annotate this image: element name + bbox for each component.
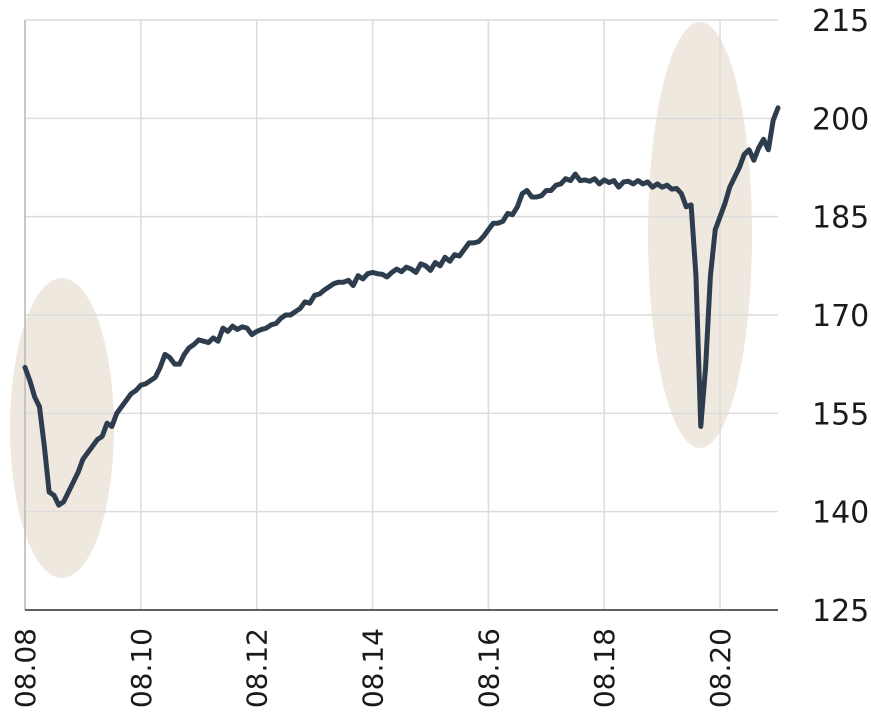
x-tick-label: 08.08 (9, 628, 42, 708)
x-tick-label: 08.18 (588, 628, 621, 708)
y-tick-label: 200 (812, 102, 869, 137)
x-tick-label: 08.10 (125, 628, 158, 708)
highlight (10, 278, 114, 578)
y-tick-label: 185 (812, 201, 869, 236)
series-line (22, 105, 781, 508)
x-tick-label: 08.14 (357, 628, 390, 708)
highlight (648, 22, 752, 448)
y-tick-label: 140 (812, 496, 869, 531)
x-tick-label: 08.12 (241, 628, 274, 708)
x-tick-label: 08.16 (472, 628, 505, 708)
y-tick-label: 125 (812, 594, 869, 629)
x-tick-label: 08.20 (704, 628, 737, 708)
y-tick-label: 155 (812, 397, 869, 432)
y-tick-label: 215 (812, 4, 869, 39)
y-tick-label: 170 (812, 299, 869, 334)
